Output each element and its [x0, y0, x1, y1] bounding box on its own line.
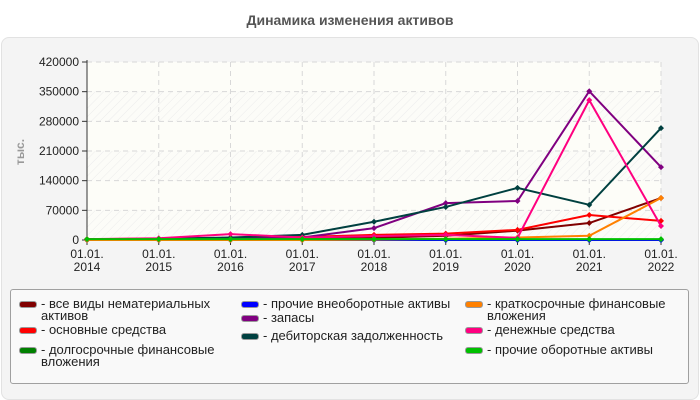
svg-text:2014: 2014: [74, 260, 101, 274]
line-chart: 0 70000 140000 210000 280000 350000 420000 01.…: [13, 55, 678, 274]
legend-label: - прочие оборотные активы: [487, 342, 653, 357]
legend-swatch-icon: [465, 301, 483, 308]
svg-text:01.01.: 01.01.: [70, 247, 103, 261]
chart-title: Динамика изменения активов: [246, 12, 454, 28]
legend-swatch-icon: [241, 333, 259, 340]
x-axis-ticks: 01.01.201401.01.201501.01.201601.01.2017…: [70, 247, 677, 274]
svg-text:0: 0: [72, 233, 79, 247]
svg-text:01.01.: 01.01.: [501, 247, 534, 261]
legend-swatch-icon: [465, 327, 483, 334]
legend-swatch-icon: [19, 347, 37, 354]
legend-label: - долгосрочные финансовые вложения: [41, 342, 215, 369]
legend-label: - основные средства: [41, 322, 167, 337]
legend-swatch-icon: [19, 327, 37, 334]
series-line: [84, 236, 664, 243]
svg-text:2018: 2018: [361, 260, 388, 274]
svg-text:210000: 210000: [39, 144, 79, 158]
svg-text:01.01.: 01.01.: [142, 247, 175, 261]
legend-item: - денежные средства: [465, 322, 615, 337]
data-series: [84, 88, 664, 243]
legend-label: - все виды нематериальных активов: [41, 296, 211, 323]
y-axis-ticks: 0 70000 140000 210000 280000 350000 420000: [39, 55, 79, 247]
legend-item: - прочие оборотные активы: [465, 342, 653, 357]
svg-text:70000: 70000: [46, 203, 80, 217]
svg-text:2021: 2021: [576, 260, 603, 274]
svg-text:280000: 280000: [39, 114, 79, 128]
svg-text:01.01.: 01.01.: [429, 247, 462, 261]
legend-swatch-icon: [465, 347, 483, 354]
svg-text:2022: 2022: [648, 260, 675, 274]
legend-item: - запасы: [241, 310, 315, 325]
svg-text:2017: 2017: [289, 260, 316, 274]
svg-text:01.01.: 01.01.: [357, 247, 390, 261]
legend-label: - запасы: [263, 310, 315, 325]
svg-text:2020: 2020: [504, 260, 531, 274]
legend-swatch-icon: [241, 301, 259, 308]
legend: - все виды нематериальных активов - основ…: [10, 289, 689, 384]
svg-text:2015: 2015: [145, 260, 172, 274]
legend-label: - денежные средства: [487, 322, 615, 337]
svg-text:2016: 2016: [217, 260, 244, 274]
legend-item: - дебиторская задолженность: [241, 328, 443, 343]
legend-item: - прочие внеоборотные активы: [241, 296, 451, 311]
svg-text:350000: 350000: [39, 85, 79, 99]
legend-label: - прочие внеоборотные активы: [263, 296, 451, 311]
svg-text:01.01.: 01.01.: [214, 247, 247, 261]
legend-swatch-icon: [241, 315, 259, 322]
svg-text:420000: 420000: [39, 55, 79, 69]
svg-text:01.01.: 01.01.: [286, 247, 319, 261]
svg-text:2019: 2019: [432, 260, 459, 274]
y-axis-label: тыс.: [13, 139, 27, 165]
legend-label: - дебиторская задолженность: [263, 328, 443, 343]
svg-text:01.01.: 01.01.: [573, 247, 606, 261]
legend-item: - основные средства: [19, 322, 167, 337]
legend-item: - краткосрочные финансовые вложения: [465, 296, 666, 323]
legend-item: - все виды нематериальных активов: [19, 296, 211, 323]
svg-text:01.01.: 01.01.: [644, 247, 677, 261]
legend-swatch-icon: [19, 301, 37, 308]
legend-item: - долгосрочные финансовые вложения: [19, 342, 215, 369]
svg-text:140000: 140000: [39, 174, 79, 188]
legend-label: - краткосрочные финансовые вложения: [487, 296, 666, 323]
